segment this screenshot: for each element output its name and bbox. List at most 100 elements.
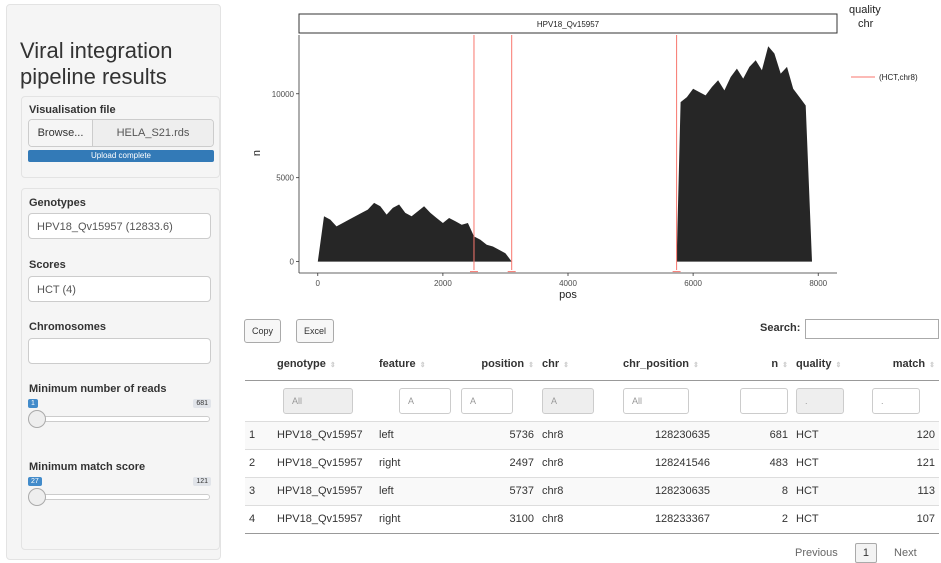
- genotypes-select[interactable]: HPV18_Qv15957 (12833.6): [28, 213, 211, 239]
- browse-button[interactable]: Browse...: [29, 120, 93, 146]
- x-tick-label: 8000: [809, 279, 827, 288]
- chromosomes-select[interactable]: [28, 338, 211, 364]
- cell-index: 2: [245, 449, 273, 478]
- cell-position: 5736: [457, 421, 538, 450]
- page-title: Viral integration pipeline results: [20, 38, 173, 89]
- min-reads-slider[interactable]: 1 681: [28, 399, 211, 429]
- header-label: position: [481, 358, 525, 371]
- filter-position[interactable]: A: [461, 387, 513, 414]
- upload-well: Visualisation file Browse... HELA_S21.rd…: [21, 96, 220, 178]
- column-header-genotype[interactable]: genotype ⇕: [273, 349, 375, 381]
- page-button-current[interactable]: 1: [854, 543, 877, 563]
- slider-handle[interactable]: [28, 488, 46, 506]
- filter-row: All A A A All . .: [245, 380, 939, 422]
- cell-n: 483: [714, 449, 792, 478]
- cell-chr: chr8: [538, 449, 619, 478]
- chromosomes-label: Chromosomes: [29, 321, 107, 333]
- filter-match[interactable]: .: [872, 387, 920, 414]
- cell-match: 113: [868, 477, 939, 506]
- excel-button[interactable]: Excel: [296, 319, 335, 343]
- cell-chr-position: 128233367: [619, 505, 714, 534]
- table-row[interactable]: 4 HPV18_Qv15957 right 3100 chr8 12823336…: [245, 505, 939, 534]
- cell-feature: left: [375, 421, 457, 450]
- filter-quality[interactable]: .: [796, 387, 844, 414]
- filter-chr-position[interactable]: All: [623, 387, 689, 414]
- cell-match: 121: [868, 449, 939, 478]
- filter-cell-empty: [245, 380, 273, 422]
- cell-quality: HCT: [792, 477, 868, 506]
- cell-index: 1: [245, 421, 273, 450]
- header-label: quality: [796, 358, 832, 371]
- pagination: Previous 1 Next: [795, 543, 931, 563]
- x-tick-label: 4000: [559, 279, 577, 288]
- legend-entry: (HCT,chr8): [879, 73, 918, 82]
- sort-icon: ⇕: [929, 362, 935, 370]
- results-table: genotype ⇕ feature ⇕ position ⇕ chr ⇕ chr_po…: [245, 349, 939, 534]
- y-axis-title: n: [251, 150, 263, 156]
- column-header-chr[interactable]: chr ⇕: [538, 349, 619, 381]
- filter-chr[interactable]: A: [542, 387, 594, 414]
- column-header-chr-position[interactable]: chr_position ⇕: [619, 349, 714, 381]
- sort-icon: ⇕: [419, 362, 426, 370]
- cell-feature: left: [375, 477, 457, 506]
- table-row[interactable]: 3 HPV18_Qv15957 left 5737 chr8 128230635…: [245, 477, 939, 506]
- slider-max-value: 681: [193, 399, 211, 408]
- slider-handle[interactable]: [28, 410, 46, 428]
- y-tick-label: 5000: [276, 174, 294, 183]
- cell-match: 120: [868, 421, 939, 450]
- filter-cell: A: [538, 380, 619, 422]
- cell-chr-position: 128230635: [619, 421, 714, 450]
- scores-select[interactable]: HCT (4): [28, 276, 211, 302]
- filter-n[interactable]: [740, 387, 788, 414]
- cell-n: 2: [714, 505, 792, 534]
- slider-track[interactable]: [42, 416, 210, 422]
- cell-chr-position: 128230635: [619, 477, 714, 506]
- legend-title-chr: chr: [858, 18, 874, 30]
- header-label: chr_position: [623, 358, 690, 371]
- scores-label: Scores: [29, 259, 66, 271]
- header-row: genotype ⇕ feature ⇕ position ⇕ chr ⇕ chr_po…: [245, 349, 939, 381]
- column-header-position[interactable]: position ⇕: [457, 349, 538, 381]
- column-header-match[interactable]: match ⇕: [868, 349, 939, 381]
- cell-position: 3100: [457, 505, 538, 534]
- x-tick-label: 0: [316, 279, 321, 288]
- column-header-n[interactable]: n ⇕: [714, 349, 792, 381]
- sidebar-panel: Viral integration pipeline results Visua…: [6, 4, 221, 560]
- file-name: HELA_S21.rds: [93, 120, 213, 146]
- table-row[interactable]: 1 HPV18_Qv15957 left 5736 chr8 128230635…: [245, 421, 939, 450]
- cell-genotype: HPV18_Qv15957: [273, 477, 375, 506]
- file-label: Visualisation file: [29, 104, 116, 116]
- column-header-feature[interactable]: feature ⇕: [375, 349, 457, 381]
- x-axis-title: pos: [559, 289, 577, 301]
- table-row[interactable]: 2 HPV18_Qv15957 right 2497 chr8 12824154…: [245, 449, 939, 478]
- column-header-quality[interactable]: quality ⇕: [792, 349, 868, 381]
- cell-genotype: HPV18_Qv15957: [273, 421, 375, 450]
- copy-button[interactable]: Copy: [244, 319, 282, 343]
- previous-button[interactable]: Previous: [795, 547, 838, 559]
- slider-min-value: 1: [28, 399, 38, 408]
- cell-index: 4: [245, 505, 273, 534]
- cell-chr: chr8: [538, 421, 619, 450]
- filter-cell: All: [619, 380, 714, 422]
- cell-feature: right: [375, 505, 457, 534]
- legend-title-quality: quality: [849, 4, 881, 16]
- file-input[interactable]: Browse... HELA_S21.rds: [28, 119, 214, 147]
- cell-chr: chr8: [538, 477, 619, 506]
- coverage-plot: HPV18_Qv15957 0 2000 4000 6000 8000 0 5000 10000…: [251, 4, 918, 301]
- next-button[interactable]: Next: [894, 547, 917, 559]
- column-header-index: [245, 349, 273, 381]
- cell-chr: chr8: [538, 505, 619, 534]
- cell-match: 107: [868, 505, 939, 534]
- min-match-slider[interactable]: 27 121: [28, 477, 211, 507]
- coverage-area-1: [676, 46, 812, 262]
- cell-chr-position: 128241546: [619, 449, 714, 478]
- slider-track[interactable]: [42, 494, 210, 500]
- slider-max-value: 121: [193, 477, 211, 486]
- x-tick-label: 2000: [434, 279, 452, 288]
- facet-label: HPV18_Qv15957: [537, 20, 600, 29]
- search-input[interactable]: [805, 319, 939, 339]
- filter-cell: A: [457, 380, 538, 422]
- filter-feature[interactable]: A: [399, 387, 451, 414]
- filter-genotype[interactable]: All: [283, 387, 353, 414]
- y-tick-label: 0: [290, 258, 295, 267]
